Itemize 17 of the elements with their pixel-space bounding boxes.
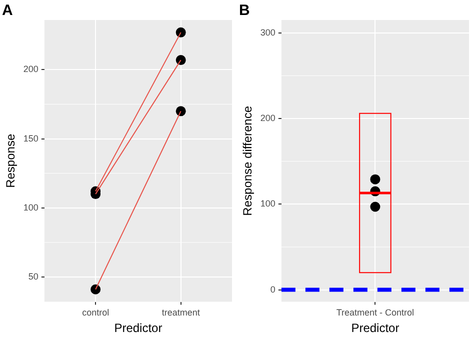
x-tick-label: Treatment - Control — [336, 308, 414, 318]
chart-title: B — [239, 2, 250, 20]
chart-title: A — [2, 2, 13, 20]
y-axis-title: Response — [4, 134, 18, 188]
x-tick-label: control — [82, 308, 110, 318]
y-tick-label: 100 — [23, 202, 38, 212]
y-tick-label: 100 — [260, 198, 276, 209]
y-tick-label: 150 — [23, 133, 38, 144]
y-tick-label: 200 — [260, 112, 276, 123]
y-axis-title: Response difference — [240, 106, 255, 216]
y-tick-label: 50 — [28, 271, 38, 282]
y-tick-label: 0 — [270, 284, 276, 294]
y-tick-label: 200 — [23, 64, 38, 74]
y-tick-label: 300 — [260, 27, 276, 38]
x-axis-title: Predictor — [351, 321, 400, 336]
x-tick-label: treatment — [162, 308, 200, 318]
x-axis-title: Predictor — [114, 321, 162, 336]
